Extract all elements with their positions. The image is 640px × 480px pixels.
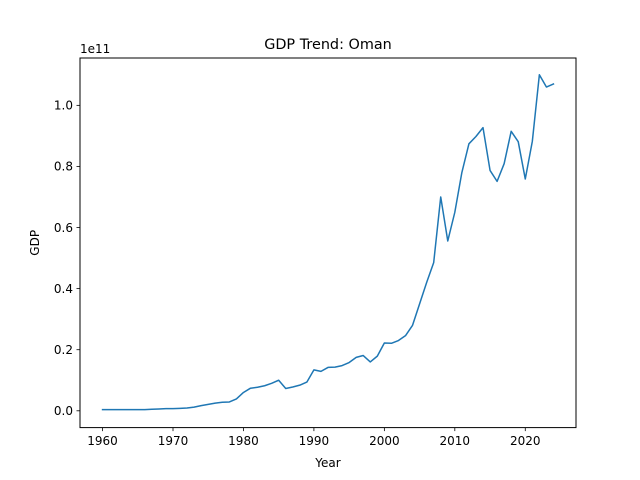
y-tick-label: 0.6 xyxy=(54,221,73,235)
x-axis: 1960 1970 1980 1990 2000 2010 2020 xyxy=(87,427,541,448)
axes-frame xyxy=(79,57,577,429)
x-tick-label: 2010 xyxy=(440,434,471,448)
y-tick-label: 0.8 xyxy=(54,160,73,174)
y-axis-title: GDP xyxy=(28,230,42,256)
y-tick-label: 0.2 xyxy=(54,343,73,357)
y-axis: 0.0 0.2 0.4 0.6 0.8 1.0 xyxy=(54,99,80,418)
x-tick-label: 1970 xyxy=(158,434,189,448)
x-tick-label: 2020 xyxy=(510,434,541,448)
x-axis-title: Year xyxy=(314,456,340,470)
chart-title: GDP Trend: Oman xyxy=(264,37,392,53)
y-tick-label: 1.0 xyxy=(54,99,73,113)
y-offset-label: 1e11 xyxy=(80,42,110,56)
gdp-series-line xyxy=(101,74,555,411)
x-tick-label: 2000 xyxy=(369,434,400,448)
plot-area xyxy=(101,74,555,411)
x-tick-label: 1990 xyxy=(299,434,330,448)
y-tick-label: 0.0 xyxy=(54,404,73,418)
x-tick-label: 1960 xyxy=(87,434,118,448)
x-tick-label: 1980 xyxy=(228,434,259,448)
y-tick-label: 0.4 xyxy=(54,282,73,296)
